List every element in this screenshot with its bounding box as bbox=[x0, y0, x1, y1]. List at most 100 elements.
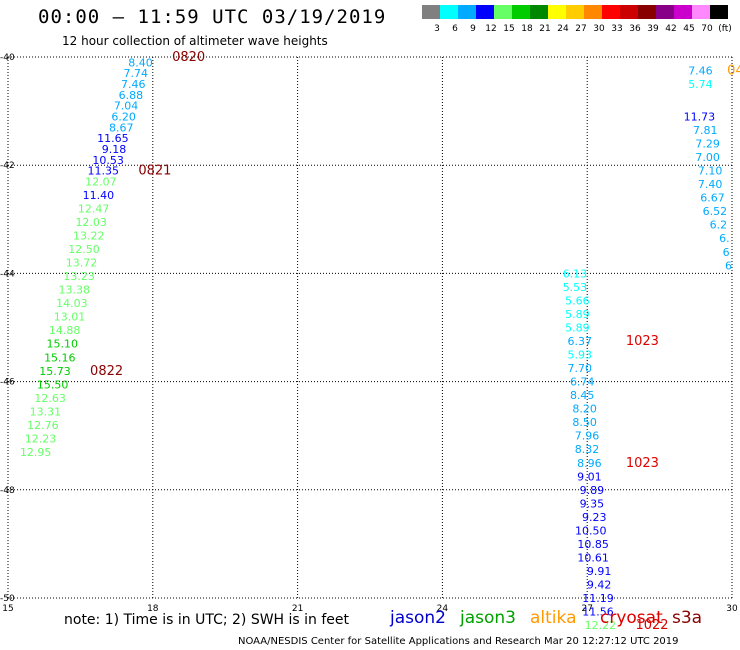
wave-height-value: 11.56 bbox=[582, 606, 614, 619]
wave-height-value: 8.45 bbox=[570, 389, 595, 402]
wave-height-value: 7.81 bbox=[693, 124, 718, 137]
color-swatch bbox=[566, 5, 584, 19]
time-label: 0820 bbox=[172, 50, 205, 65]
y-tick-label: -50 bbox=[0, 594, 15, 604]
wave-height-value: 7.00 bbox=[695, 151, 720, 164]
wave-height-value: 10.53 bbox=[92, 154, 124, 167]
grid bbox=[7, 56, 733, 599]
wave-height-value: 13.38 bbox=[59, 284, 91, 297]
color-swatch bbox=[602, 5, 620, 19]
chart-subtitle: 12 hour collection of altimeter wave hei… bbox=[62, 34, 328, 48]
color-scale-label: 21 bbox=[539, 24, 550, 34]
x-tick-label: 24 bbox=[437, 604, 449, 614]
color-swatch bbox=[440, 5, 458, 19]
color-swatch bbox=[512, 5, 530, 19]
wave-height-value: 10.61 bbox=[577, 551, 609, 564]
wave-height-value: 12.03 bbox=[75, 216, 107, 229]
wave-height-value: 8.50 bbox=[572, 416, 597, 429]
wave-height-value: 9.18 bbox=[102, 143, 127, 156]
x-tick-label: 27 bbox=[581, 604, 592, 614]
wave-height-value: 12.23 bbox=[25, 432, 57, 445]
color-scale-label: 9 bbox=[470, 24, 476, 34]
color-swatch bbox=[692, 5, 710, 19]
color-scale-label: 42 bbox=[665, 24, 676, 34]
wave-height-value: 7.46 bbox=[121, 78, 146, 91]
color-swatch bbox=[656, 5, 674, 19]
chart-title: 00:00 – 11:59 UTC 03/19/2019 bbox=[38, 6, 387, 28]
color-swatch bbox=[674, 5, 692, 19]
series-altika: 7.465.74 11.737.817.297.007.107.406.676.5… bbox=[684, 65, 732, 273]
color-scale-label: 39 bbox=[647, 24, 659, 34]
color-scale-label: 45 bbox=[683, 24, 694, 34]
wave-height-value: 15.10 bbox=[46, 338, 78, 351]
wave-height-value: 6 bbox=[725, 259, 732, 272]
wave-height-value: 8.20 bbox=[572, 403, 597, 416]
y-tick-label: -48 bbox=[0, 486, 15, 496]
wave-height-value: 11.65 bbox=[97, 132, 129, 145]
wave-height-value: 6.37 bbox=[568, 335, 593, 348]
wave-height-value: 6.74 bbox=[570, 376, 595, 389]
wave-height-value: 12.22 bbox=[585, 619, 617, 632]
wave-height-value: 9.89 bbox=[580, 484, 605, 497]
wave-height-value: 15.73 bbox=[39, 365, 71, 378]
color-scale-label: 6 bbox=[452, 24, 458, 34]
color-swatch bbox=[476, 5, 494, 19]
legend-jason3: jason3 bbox=[460, 608, 516, 628]
wave-height-value: 9.42 bbox=[587, 578, 612, 591]
color-scale-legend: 3 6 9 12 15 18 21 24 27 30 33 36 39 42 45 70 (ft) bbox=[422, 5, 732, 34]
wave-height-value: 6.13 bbox=[563, 267, 588, 280]
wave-height-value: 11.19 bbox=[582, 592, 614, 605]
wave-height-value: 10.85 bbox=[577, 538, 609, 551]
wave-height-value: 6.20 bbox=[111, 111, 136, 124]
wave-height-value: 8.96 bbox=[577, 457, 602, 470]
wave-height-value: 7.40 bbox=[698, 178, 723, 191]
y-tick-label: -44 bbox=[0, 269, 15, 279]
wave-height-value: 8.40 bbox=[128, 56, 153, 69]
note-text: note: 1) Time is in UTC; 2) SWH is in fe… bbox=[64, 612, 350, 628]
wave-height-value: 9.91 bbox=[587, 565, 612, 578]
color-swatch bbox=[458, 5, 476, 19]
legend-altika: altika bbox=[530, 608, 577, 628]
wave-height-value: 13.23 bbox=[63, 270, 95, 283]
wave-height-value: 8.67 bbox=[109, 121, 134, 134]
wave-height-value: 5.74 bbox=[688, 78, 713, 91]
series-cryosat: 6.135.535.665.895.896.375.937.706.748.45… bbox=[563, 267, 616, 632]
y-tick-label: -42 bbox=[0, 161, 15, 171]
wave-height-value: 12.50 bbox=[68, 243, 100, 256]
wave-height-value: 14.88 bbox=[49, 324, 81, 337]
wave-height-value: 6.67 bbox=[700, 192, 725, 205]
color-swatch bbox=[548, 5, 566, 19]
color-swatch bbox=[530, 5, 548, 19]
wave-height-value: 13.22 bbox=[73, 230, 105, 243]
wave-height-value: 5.53 bbox=[563, 281, 588, 294]
wave-height-value: 13.01 bbox=[54, 311, 86, 324]
series-s3a: 8.407.747.466.887.046.208.6711.659.1810.… bbox=[20, 56, 153, 459]
color-scale-label: 24 bbox=[557, 24, 569, 34]
color-swatch bbox=[620, 5, 638, 19]
color-swatch bbox=[422, 5, 440, 19]
wave-height-value: 10.50 bbox=[575, 524, 607, 537]
wave-height-value: 12.47 bbox=[78, 202, 110, 215]
wave-height-value: 12.95 bbox=[20, 446, 52, 459]
wave-height-value: 9.35 bbox=[580, 497, 605, 510]
wave-height-value: 7.46 bbox=[688, 65, 713, 78]
time-label: 0433 bbox=[727, 64, 740, 79]
legend-s3a: s3a bbox=[672, 608, 703, 628]
color-scale-label: 3 bbox=[434, 24, 440, 34]
time-label: 0822 bbox=[90, 364, 123, 379]
wave-height-value: 6. bbox=[719, 232, 730, 245]
x-tick-label: 15 bbox=[2, 604, 13, 614]
color-scale-label: 70 bbox=[701, 24, 713, 34]
x-tick-label: 18 bbox=[147, 604, 159, 614]
y-tick-label: -40 bbox=[0, 53, 15, 63]
color-swatch bbox=[584, 5, 602, 19]
color-scale-label: 30 bbox=[593, 24, 605, 34]
wave-height-value: 5.89 bbox=[565, 308, 590, 321]
color-scale-label: 15 bbox=[503, 24, 514, 34]
wave-height-value: 15.50 bbox=[37, 378, 69, 391]
color-swatch bbox=[710, 5, 728, 19]
wave-height-value: 7.10 bbox=[698, 165, 723, 178]
wave-height-value: 5.89 bbox=[565, 322, 590, 335]
color-scale-label: 18 bbox=[521, 24, 533, 34]
wave-height-value: 13.31 bbox=[30, 405, 62, 418]
